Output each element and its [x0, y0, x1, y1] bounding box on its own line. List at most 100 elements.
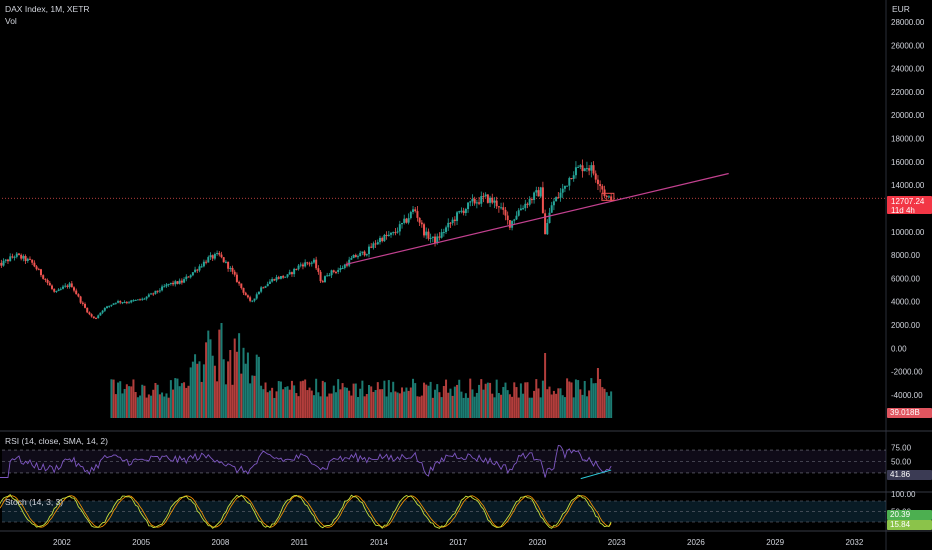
candle-body	[550, 205, 553, 213]
candle-body	[13, 256, 16, 258]
volume-bar	[145, 397, 148, 418]
volume-bar	[277, 381, 280, 418]
rsi-axis-tick-label: 75.00	[891, 443, 912, 452]
volume-bar	[321, 380, 324, 418]
candle-body	[594, 173, 597, 180]
candle-body	[99, 312, 102, 316]
candle-body	[315, 259, 318, 269]
volume-bar	[423, 382, 426, 418]
candle-body	[345, 264, 348, 266]
volume-bar	[552, 390, 555, 418]
candle-body	[592, 165, 595, 174]
volume-bar	[207, 330, 210, 418]
time-axis-tick-label: 2005	[132, 538, 150, 547]
candle-body	[343, 264, 346, 269]
candle-body	[136, 299, 139, 301]
volume-bar	[348, 390, 351, 418]
candle-body	[480, 196, 483, 204]
volume-bar	[158, 394, 161, 418]
volume-bar	[451, 395, 454, 418]
volume-bar	[550, 394, 553, 418]
volume-bar	[341, 383, 344, 418]
volume-bar	[596, 368, 599, 418]
candle-body	[123, 302, 126, 304]
candle-body	[405, 218, 408, 223]
candle-body	[363, 251, 366, 256]
volume-bar	[445, 379, 448, 418]
candle-body	[361, 251, 364, 253]
candle-body	[585, 168, 588, 170]
candle-body	[213, 254, 216, 259]
volume-bar	[304, 379, 307, 418]
volume-bar	[222, 359, 225, 418]
volume-bar	[526, 382, 529, 418]
price-axis-tick-label: 18000.00	[891, 135, 925, 144]
price-axis-tick-label: 24000.00	[891, 65, 925, 74]
candle-body	[506, 215, 509, 221]
candle-body	[356, 256, 359, 258]
rsi-divergence-line[interactable]	[580, 469, 612, 480]
candle-body	[526, 203, 529, 205]
volume-bar	[156, 384, 159, 418]
candle-body	[185, 276, 188, 280]
candle-body	[504, 209, 507, 216]
volume-bar	[244, 363, 247, 418]
candle-body	[24, 256, 27, 262]
candle-body	[64, 285, 67, 287]
candle-body	[125, 302, 128, 304]
candle-body	[557, 197, 560, 199]
candle-body	[128, 302, 131, 304]
price-axis-tick-label: 20000.00	[891, 111, 925, 120]
price-axis-tick-label: 2000.00	[891, 321, 920, 330]
candle-body	[601, 186, 604, 190]
candle-body	[312, 259, 315, 263]
candle-body	[528, 199, 531, 205]
volume-bar	[515, 387, 518, 418]
candle-body	[81, 302, 84, 304]
candle-body	[462, 210, 465, 214]
volume-bar	[172, 389, 175, 418]
volume-bar	[570, 382, 573, 418]
candle-body	[220, 254, 223, 258]
volume-bar	[497, 392, 500, 418]
candle-body	[110, 304, 113, 306]
volume-bar	[306, 390, 309, 418]
candle-body	[57, 289, 60, 292]
candle-body	[301, 264, 304, 267]
candle-body	[255, 294, 258, 299]
volume-bar	[513, 382, 516, 418]
volume-bar	[317, 392, 320, 418]
candle-body	[288, 272, 291, 275]
volume-bar	[167, 397, 170, 418]
volume-bar	[154, 382, 157, 418]
rsi-line	[0, 444, 612, 478]
volume-bar	[425, 384, 428, 418]
volume-bar	[205, 342, 208, 418]
candle-body	[9, 256, 12, 262]
support-trendline[interactable]	[345, 172, 729, 265]
candle-body	[268, 281, 271, 284]
candle-body	[75, 290, 78, 295]
candle-body	[246, 295, 249, 298]
volume-bar	[607, 395, 610, 418]
volume-bar	[328, 393, 331, 418]
candle-body	[339, 268, 342, 270]
candle-body	[348, 259, 351, 266]
candle-body	[264, 286, 267, 288]
candle-body	[387, 234, 390, 236]
volume-bar	[251, 375, 254, 418]
volume-bar	[370, 386, 373, 418]
candle-body	[563, 185, 566, 189]
volume-bar	[139, 395, 142, 418]
volume-bar	[522, 393, 525, 418]
candle-body	[396, 231, 399, 233]
candle-body	[568, 178, 571, 186]
candle-body	[372, 243, 375, 248]
candle-body	[53, 288, 56, 292]
volume-bar	[572, 397, 575, 418]
volume-bar	[579, 389, 582, 418]
candle-body	[88, 312, 91, 315]
candle-body	[409, 211, 412, 219]
